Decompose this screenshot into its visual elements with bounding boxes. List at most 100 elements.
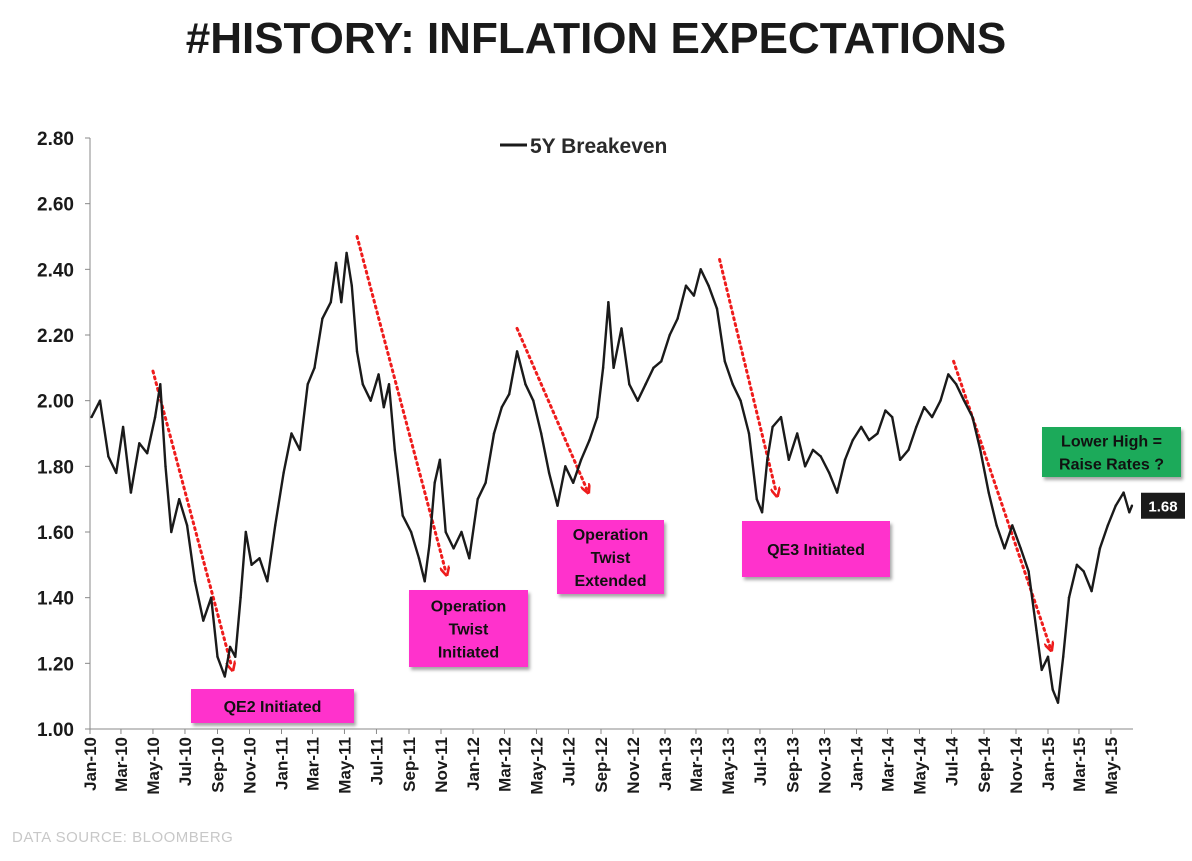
x-tick-label: Jul-14 [942,736,961,786]
data-point [438,458,442,461]
x-tick-label: Jul-10 [176,737,195,786]
x-tick-label: Jan-14 [848,736,867,790]
annotation-box [742,521,890,577]
x-tick-label: Jan-10 [81,737,100,791]
data-point [898,458,902,461]
data-point [660,360,663,363]
data-point [401,514,404,517]
data-point [121,425,125,429]
annotation-label: QE2 Initiated [224,699,322,716]
data-point [164,465,167,468]
data-point [747,432,751,435]
annotation-label: Operation [573,527,649,544]
data-point [1130,504,1134,507]
data-point [884,409,887,412]
data-point [819,455,823,458]
data-point [107,455,110,458]
x-tick-label: Jul-11 [367,737,386,785]
annotation-label: Raise Rates ? [1059,457,1164,474]
data-point [1056,701,1060,704]
data-point [930,415,934,419]
data-point [962,399,966,402]
data-point [803,465,807,468]
data-point [779,415,783,419]
data-point [452,547,455,550]
x-tick-label: Sep-14 [975,736,994,792]
x-tick-label: Mar-10 [112,737,131,792]
data-point [907,448,910,452]
data-point [524,383,527,386]
data-point [612,366,615,370]
data-point [244,530,248,534]
data-point [1035,629,1038,632]
data-point [428,543,431,547]
data-point [601,366,605,370]
data-point [915,425,918,429]
annotation-label: Lower High = [1061,434,1162,451]
data-point [153,415,157,419]
trend-arrow [151,369,232,666]
y-tick-label: 2.80 [37,129,74,150]
annotation-box [191,689,354,723]
data-point [1106,524,1110,527]
data-point [995,524,998,527]
data-point [1040,668,1043,672]
data-point [234,655,237,658]
x-tick-label: Sep-12 [592,737,611,793]
x-tick-label: Nov-14 [1007,736,1026,793]
annotation-label: Twist [449,622,489,639]
data-point [760,511,764,514]
data-point [867,438,871,442]
x-tick-label: Mar-12 [495,737,514,792]
data-point [393,448,397,452]
data-point [947,373,950,376]
trend-arrow [515,326,587,489]
data-point [851,438,855,442]
data-point [723,360,727,363]
x-tick-label: Jan-15 [1039,737,1058,791]
x-tick-label: Jan-12 [464,737,483,791]
annotation-box [557,520,664,594]
y-tick-label: 1.20 [37,654,74,675]
data-point [636,399,639,402]
trend-arrow [718,257,777,492]
data-point [979,448,982,452]
annotation-box [1042,427,1181,477]
data-point [1082,570,1085,573]
last-value-label: 1.68 [1148,499,1177,516]
x-tick-label: Jul-12 [559,737,578,786]
data-point [129,491,133,494]
x-tick-label: Jan-11 [272,737,291,790]
data-point [355,350,359,353]
data-point [684,284,688,287]
x-tick-label: Sep-10 [208,737,227,793]
annotation-label: Operation [431,599,507,616]
data-point [532,399,535,402]
x-tick-label: May-13 [719,737,738,795]
last-value-badge [1141,492,1185,519]
data-point [971,415,974,419]
data-point [350,284,353,287]
data-point [417,557,421,560]
data-point [652,366,655,370]
annotation-label: Extended [574,573,646,590]
data-point [170,530,173,534]
x-tick-label: Nov-11 [432,737,451,793]
data-point [444,530,447,534]
x-tick-label: May-14 [910,736,929,794]
annotation-label: Twist [591,550,631,567]
data-point [620,327,623,330]
data-point [676,317,679,320]
data-point [377,373,380,376]
data-point [345,251,348,255]
data-point [98,399,102,402]
data-point [274,524,277,527]
y-tick-label: 2.40 [37,260,74,281]
data-point [1075,563,1079,567]
data-point [547,471,551,475]
data-point [145,452,149,455]
data-point [313,366,316,370]
data-point [468,557,471,560]
data-point [787,458,791,461]
data-point [228,645,232,649]
